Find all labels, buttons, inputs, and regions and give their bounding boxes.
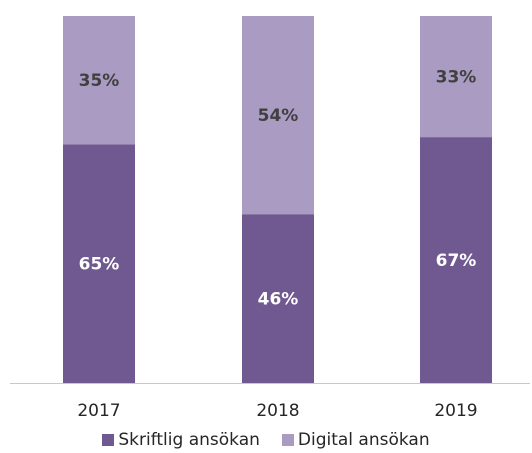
x-tick-label-2017: 2017 — [77, 401, 120, 421]
legend-swatch-series-0 — [102, 434, 115, 446]
bar-2017-series-0 — [63, 144, 135, 383]
bar-2018-series-0 — [242, 214, 314, 383]
data-label-2019-series-0: 67% — [436, 251, 477, 271]
data-label-2017-series-0: 65% — [79, 255, 120, 275]
bar-2017-series-1 — [63, 16, 135, 145]
data-label-2017-series-1: 35% — [79, 71, 120, 91]
x-tick-label-2019: 2019 — [434, 401, 477, 421]
bar-2018-series-1 — [242, 16, 314, 215]
x-tick-labels-group: 2017 2018 2019 — [77, 401, 477, 421]
data-label-2019-series-1: 33% — [436, 68, 477, 88]
bar-2019-series-0 — [420, 137, 492, 383]
bars-group — [63, 16, 492, 383]
legend-label-series-0: Skriftlig ansökan — [118, 430, 260, 450]
legend: Skriftlig ansökan Digital ansökan — [0, 428, 532, 452]
stacked-bar-chart: 65% 35% 46% 54% 67% 33% 2017 2018 2019 — [10, 16, 530, 421]
legend-item-series-0: Skriftlig ansökan — [102, 430, 260, 450]
legend-item-series-1: Digital ansökan — [281, 430, 430, 450]
bar-2019-series-1 — [420, 16, 492, 138]
legend-label-series-1: Digital ansökan — [297, 430, 430, 450]
legend-swatch-series-1 — [281, 434, 294, 446]
data-label-2018-series-0: 46% — [258, 290, 299, 310]
data-label-2018-series-1: 54% — [258, 106, 299, 126]
x-tick-label-2018: 2018 — [256, 401, 299, 421]
segment-labels-group: 65% 35% 46% 54% 67% 33% — [79, 68, 477, 310]
